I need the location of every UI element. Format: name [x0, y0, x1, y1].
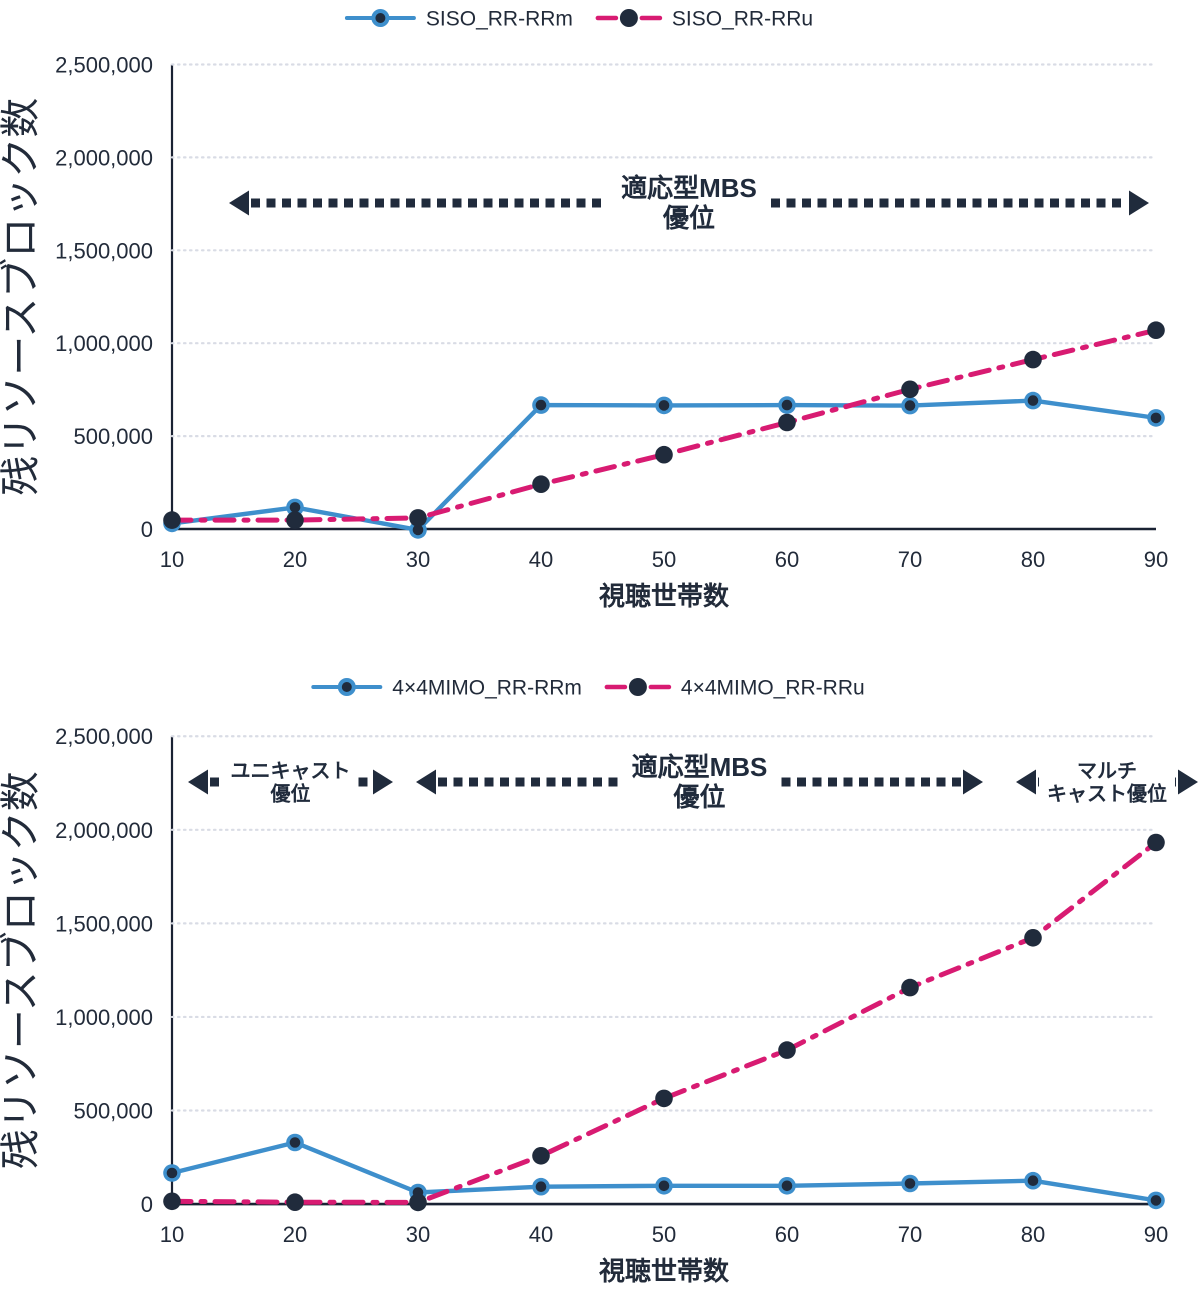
svg-text:90: 90	[1144, 547, 1168, 572]
svg-text:50: 50	[652, 547, 676, 572]
svg-text:40: 40	[529, 1222, 553, 1247]
svg-text:10: 10	[160, 1222, 184, 1247]
svg-text:視聴世帯数: 視聴世帯数	[599, 1256, 730, 1286]
svg-text:1,000,000: 1,000,000	[55, 1005, 153, 1030]
svg-text:優位: 優位	[662, 203, 715, 233]
svg-text:20: 20	[283, 1222, 307, 1247]
svg-text:80: 80	[1021, 547, 1045, 572]
svg-text:1,500,000: 1,500,000	[55, 238, 153, 263]
svg-text:SISO_RR-RRu: SISO_RR-RRu	[672, 8, 813, 31]
svg-text:10: 10	[160, 547, 184, 572]
svg-text:90: 90	[1144, 1222, 1168, 1247]
svg-text:視聴世帯数: 視聴世帯数	[599, 581, 730, 611]
svg-text:70: 70	[898, 1222, 922, 1247]
svg-text:1,000,000: 1,000,000	[55, 331, 153, 356]
svg-text:4×4MIMO_RR-RRu: 4×4MIMO_RR-RRu	[681, 677, 865, 700]
svg-text:優位: 優位	[672, 782, 725, 812]
svg-text:30: 30	[406, 547, 430, 572]
svg-text:4×4MIMO_RR-RRm: 4×4MIMO_RR-RRm	[392, 677, 582, 700]
svg-text:適応型MBS: 適応型MBS	[632, 752, 768, 782]
svg-text:500,000: 500,000	[73, 1099, 153, 1124]
svg-text:60: 60	[775, 547, 799, 572]
svg-text:40: 40	[529, 547, 553, 572]
svg-text:0: 0	[141, 1192, 153, 1217]
svg-text:50: 50	[652, 1222, 676, 1247]
svg-text:80: 80	[1021, 1222, 1045, 1247]
svg-text:ユニキャスト: ユニキャスト	[231, 760, 351, 782]
svg-text:適応型MBS: 適応型MBS	[621, 173, 757, 203]
svg-text:70: 70	[898, 547, 922, 572]
svg-text:2,000,000: 2,000,000	[55, 145, 153, 170]
svg-text:60: 60	[775, 1222, 799, 1247]
svg-text:優位: 優位	[270, 781, 311, 805]
svg-text:1,500,000: 1,500,000	[55, 911, 153, 936]
svg-text:キャスト優位: キャスト優位	[1047, 781, 1167, 805]
svg-text:20: 20	[283, 547, 307, 572]
svg-text:残リソースブロック数: 残リソースブロック数	[0, 98, 43, 496]
svg-text:SISO_RR-RRm: SISO_RR-RRm	[426, 8, 573, 31]
svg-text:30: 30	[406, 1222, 430, 1247]
svg-text:残リソースブロック数: 残リソースブロック数	[0, 771, 43, 1169]
svg-text:0: 0	[141, 517, 153, 542]
svg-text:500,000: 500,000	[73, 424, 153, 449]
svg-text:2,500,000: 2,500,000	[55, 53, 153, 78]
svg-text:2,500,000: 2,500,000	[55, 724, 153, 749]
svg-text:2,000,000: 2,000,000	[55, 818, 153, 843]
svg-text:マルチ: マルチ	[1077, 760, 1137, 782]
